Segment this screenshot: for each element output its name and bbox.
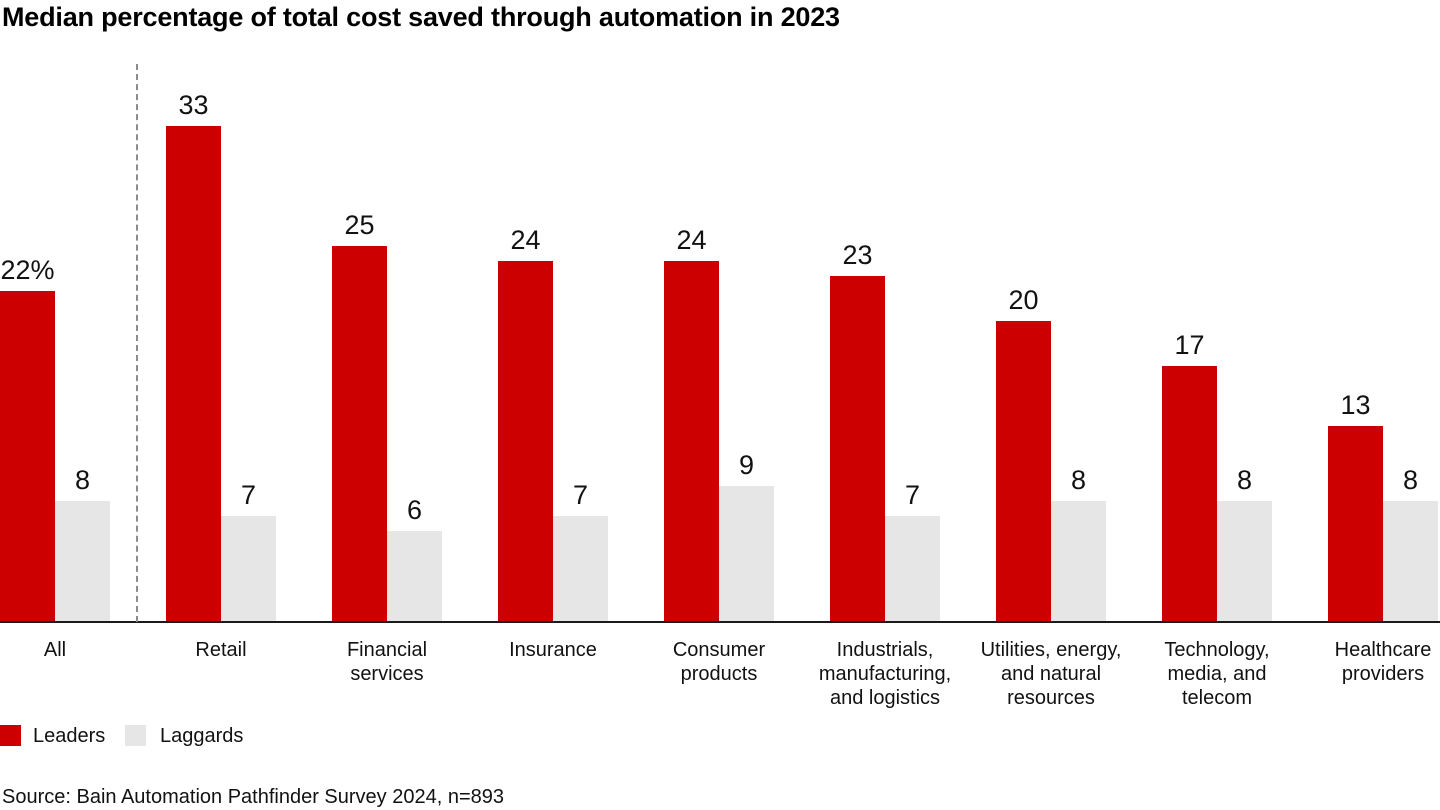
value-label-leaders-industrials: 23 [842, 240, 873, 271]
category-label-consumer: Consumer products [672, 639, 766, 685]
bar-laggards-retail [221, 516, 276, 621]
bar-leaders-insurance [498, 261, 553, 621]
category-label-insurance: Insurance [509, 639, 597, 661]
x-axis-line [0, 621, 1440, 623]
legend-swatch-leaders [0, 725, 21, 746]
value-label-laggards-consumer: 9 [738, 450, 755, 481]
bar-laggards-industrials [885, 516, 940, 621]
bar-laggards-consumer [719, 486, 774, 621]
value-label-leaders-utilities-energy: 20 [1008, 285, 1039, 316]
value-label-laggards-all: 8 [74, 465, 91, 496]
value-label-leaders-all: 22% [0, 255, 55, 286]
bar-leaders-utilities-energy [996, 321, 1051, 621]
bar-leaders-consumer [664, 261, 719, 621]
bar-leaders-all [0, 291, 55, 621]
value-label-laggards-technology: 8 [1236, 465, 1253, 496]
bar-laggards-financial [387, 531, 442, 621]
value-label-leaders-healthcare: 13 [1340, 390, 1371, 421]
bar-laggards-technology [1217, 501, 1272, 621]
value-label-laggards-utilities-energy: 8 [1070, 465, 1087, 496]
category-label-technology: Technology, media, and telecom [1164, 639, 1270, 709]
legend-label-laggards: Laggards [160, 725, 244, 747]
category-label-retail: Retail [195, 639, 247, 661]
bar-laggards-healthcare [1383, 501, 1438, 621]
value-label-laggards-financial: 6 [406, 495, 423, 526]
category-label-all: All [43, 639, 67, 661]
bar-laggards-all [55, 501, 110, 621]
value-label-laggards-insurance: 7 [572, 480, 589, 511]
value-label-leaders-insurance: 24 [510, 225, 541, 256]
bar-laggards-utilities-energy [1051, 501, 1106, 621]
legend: Leaders Laggards [0, 725, 600, 749]
value-label-leaders-technology: 17 [1174, 330, 1205, 361]
chart-title: Median percentage of total cost saved th… [2, 2, 840, 32]
bar-leaders-industrials [830, 276, 885, 621]
bar-leaders-financial [332, 246, 387, 621]
all-vs-industries-separator-line [136, 64, 138, 622]
value-label-laggards-retail: 7 [240, 480, 257, 511]
category-label-healthcare: Healthcare providers [1334, 639, 1432, 685]
bar-leaders-healthcare [1328, 426, 1383, 621]
category-label-utilities-energy: Utilities, energy, and natural resources [980, 639, 1122, 709]
value-label-leaders-consumer: 24 [676, 225, 707, 256]
bar-leaders-technology [1162, 366, 1217, 621]
value-label-leaders-retail: 33 [178, 90, 209, 121]
value-label-leaders-financial: 25 [344, 210, 375, 241]
legend-swatch-laggards [125, 725, 146, 746]
bar-leaders-retail [166, 126, 221, 621]
legend-label-leaders: Leaders [33, 725, 106, 747]
bar-laggards-insurance [553, 516, 608, 621]
category-label-industrials: Industrials, manufacturing, and logistic… [818, 639, 952, 709]
category-label-financial: Financial services [346, 639, 428, 685]
source-note: Source: Bain Automation Pathfinder Surve… [2, 786, 505, 808]
value-label-laggards-industrials: 7 [904, 480, 921, 511]
value-label-laggards-healthcare: 8 [1402, 465, 1419, 496]
